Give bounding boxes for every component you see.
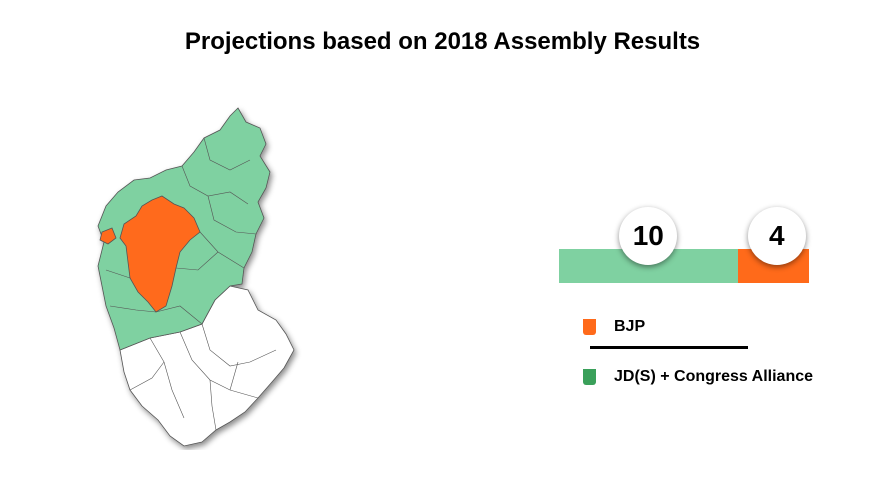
legend-swatch-alliance bbox=[583, 369, 596, 385]
legend-label-bjp: BJP bbox=[614, 318, 646, 335]
data-label-bjp: 4 bbox=[747, 207, 806, 265]
legend-label-alliance: JD(S) + Congress Alliance bbox=[614, 368, 814, 385]
karnataka-map bbox=[97, 107, 295, 447]
legend-swatch-bjp bbox=[583, 319, 596, 335]
legend-divider bbox=[590, 346, 748, 349]
map-region-bjp-coastal bbox=[99, 227, 117, 245]
data-label-alliance: 10 bbox=[619, 207, 678, 265]
chart-title: Projections based on 2018 Assembly Resul… bbox=[184, 28, 701, 55]
legend-item-bjp: BJP bbox=[583, 318, 645, 336]
legend-item-alliance: JD(S) + Congress Alliance bbox=[583, 368, 813, 386]
map-region-bjp bbox=[119, 195, 201, 313]
